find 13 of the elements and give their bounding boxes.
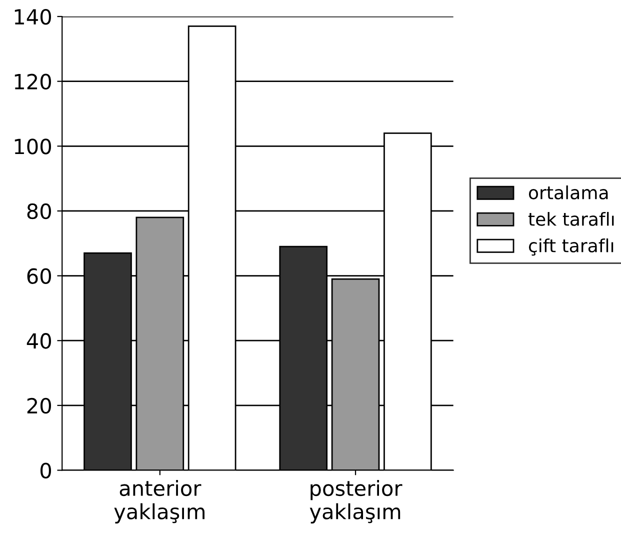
x-tick-label: anterior yaklaşım [114,480,204,524]
y-tick-label: 140 [14,8,51,25]
y-tick-label: 80 [27,203,51,220]
y-tick-label: 60 [27,268,51,284]
x-tick-label: posterior yaklaşım [310,480,402,524]
legend-label: çift taraflı [528,238,614,256]
legend-label: tek taraflı [528,212,614,226]
y-tick-label: 120 [14,74,51,90]
legend-label: ortalama [528,185,608,200]
y-tick-label: 40 [26,333,51,349]
y-tick-label: 100 [14,138,51,154]
y-tick-label: 0 [40,462,51,478]
y-tick-label: 20 [27,398,51,414]
